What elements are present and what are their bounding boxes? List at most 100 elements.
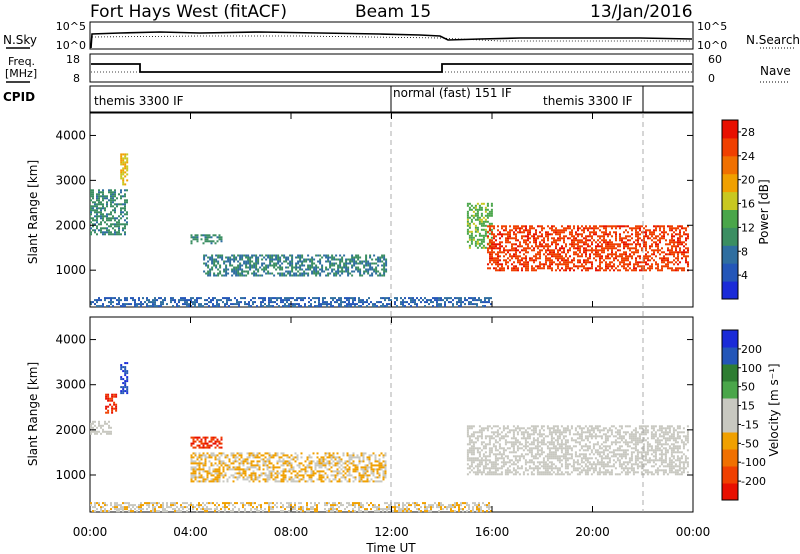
power-echo-cell [677,239,679,242]
power-echo-cell [577,255,579,258]
power-echo-cell [515,227,517,230]
velocity-echo-cell [568,429,571,432]
velocity-echo-cell [474,473,477,476]
power-echo-cell [361,260,364,263]
velocity-echo-cell [606,449,609,452]
power-echo-cell [585,235,587,238]
power-echo-cell [639,265,641,268]
power-echo-cell [555,231,557,234]
velocity-echo-cell [606,437,609,440]
velocity-echo-cell [468,449,471,452]
velocity-echo-cell [552,425,555,428]
power-echo-cell [213,262,216,265]
velocity-echo-cell [556,429,559,432]
power-echo-cell [238,303,240,306]
power-echo-cell [277,256,280,259]
power-echo-cell [314,305,316,308]
power-echo-cell [291,266,294,269]
power-echo-cell [220,238,223,241]
velocity-echo-cell [204,464,207,467]
velocity-echo-cell [466,473,469,476]
velocity-echo-cell [296,456,299,459]
velocity-echo-cell [218,458,221,461]
velocity-echo-cell [598,469,601,472]
velocity-echo-cell [206,470,209,473]
velocity-echo-cell [286,464,289,467]
velocity-echo-cell [362,476,365,479]
power-echo-cell [311,266,314,269]
velocity-echo-cell [534,445,537,448]
power-echo-cell [497,251,499,254]
power-echo-cell [597,243,599,246]
velocity-echo-cell [200,446,203,449]
velocity-echo-cell [476,435,479,438]
power-echo-cell [635,249,637,252]
velocity-echo-cell [606,455,609,458]
power-echo-cell [220,240,223,243]
power-echo-cell [325,260,328,263]
velocity-echo-cell [105,395,108,398]
power-echo-cell [513,253,515,256]
power-echo-cell [205,264,208,267]
power-echo-cell [100,191,102,194]
power-echo-cell [466,212,469,215]
power-echo-cell [499,245,501,248]
power-echo-cell [589,253,591,256]
power-echo-cell [585,269,587,272]
power-echo-cell [122,179,125,182]
velocity-echo-cell [338,470,341,473]
velocity-echo-cell [220,436,223,439]
power-echo-cell [203,256,206,259]
power-echo-cell [279,256,282,259]
power-echo-cell [301,256,304,259]
power-echo-cell [247,260,250,263]
power-echo-cell [112,191,114,194]
velocity-echo-cell [300,452,303,455]
velocity-echo-cell [470,459,473,462]
power-echo-cell [124,299,126,302]
velocity-echo-cell [278,466,281,469]
power-echo-cell [491,239,493,242]
power-echo-cell [254,297,256,300]
power-echo-cell [126,173,129,176]
power-echo-cell [355,256,358,259]
power-echo-cell [679,239,681,242]
velocity-echo-cell [576,425,579,428]
velocity-echo-cell [358,474,361,477]
velocity-echo-cell [310,460,313,463]
power-echo-cell [541,227,543,230]
velocity-echo-cell [490,427,493,430]
power-echo-cell [583,267,585,270]
power-echo-cell [557,243,559,246]
power-echo-cell [330,301,332,304]
power-echo-cell [474,242,477,245]
power-echo-cell [482,222,485,225]
velocity-echo-cell [214,476,217,479]
velocity-echo-cell [194,452,197,455]
power-echo-cell [533,235,535,238]
power-echo-cell [162,301,164,304]
power-echo-cell [301,264,304,267]
velocity-echo-cell [536,469,539,472]
power-echo-cell [611,235,613,238]
power-echo-cell [319,254,322,257]
power-echo-cell [353,264,356,267]
power-echo-cell [122,215,124,218]
velocity-echo-cell [506,467,509,470]
velocity-echo-cell [578,433,581,436]
power-echo-cell [593,257,595,260]
power-echo-cell [597,235,599,238]
power-echo-cell [138,299,140,302]
power-echo-cell [215,264,218,267]
velocity-echo-cell [580,439,583,442]
power-echo-cell [557,231,559,234]
power-echo-cell [303,270,306,273]
velocity-echo-cell [382,454,385,457]
power-echo-cell [567,225,569,228]
power-echo-cell [271,260,274,263]
velocity-echo-cell [580,427,583,430]
power-echo-cell [482,224,485,227]
power-echo-cell [216,305,218,308]
velocity-echo-cell [514,455,517,458]
velocity-echo-cell [290,472,293,475]
